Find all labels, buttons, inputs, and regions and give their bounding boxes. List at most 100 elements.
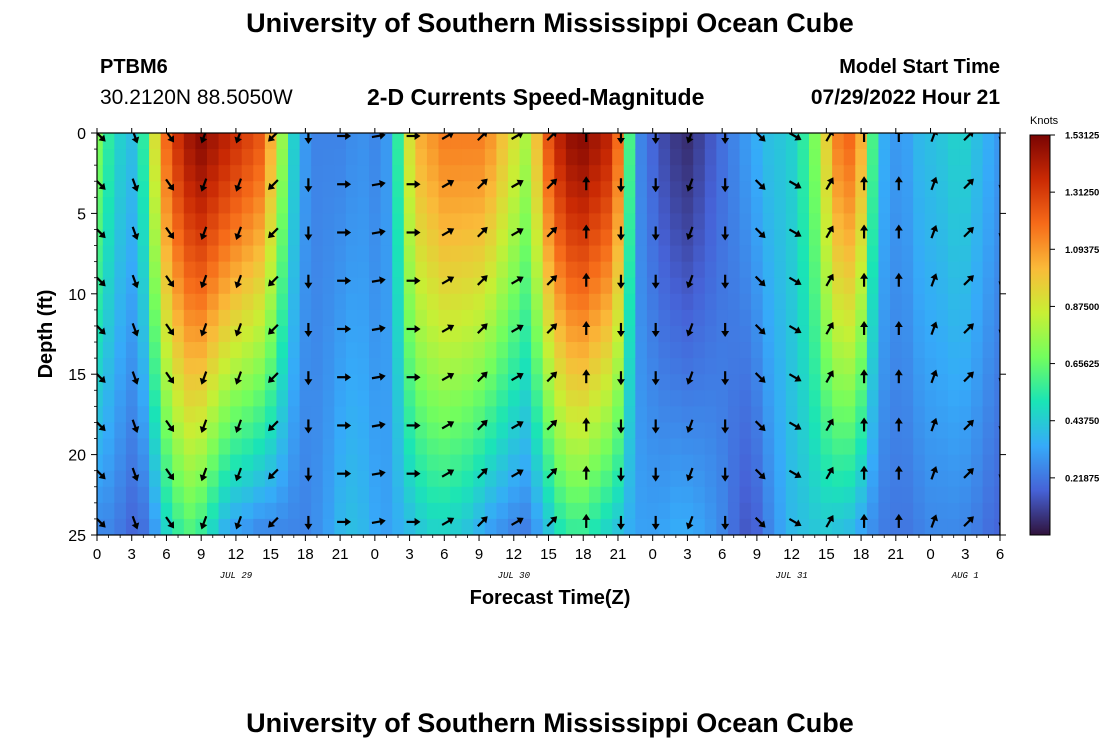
heatmap-cell	[565, 518, 579, 535]
heatmap-cell	[913, 277, 926, 295]
heatmap-cell	[600, 213, 613, 231]
heatmap-cell	[658, 197, 671, 214]
heatmap-cell	[276, 133, 289, 150]
heatmap-cell	[311, 406, 324, 424]
heatmap-cell	[114, 197, 127, 214]
heatmap-cell	[901, 277, 914, 295]
x-tick-label: 3	[128, 546, 136, 563]
heatmap-cell	[820, 293, 833, 311]
heatmap-cell	[693, 229, 706, 247]
heatmap-cell	[357, 518, 370, 535]
heatmap-cell	[97, 374, 104, 391]
heatmap-cell	[426, 374, 440, 391]
heatmap-cell	[241, 486, 254, 504]
heatmap-cell	[114, 149, 127, 166]
heatmap-cell	[890, 277, 903, 295]
heatmap-cell	[924, 406, 937, 424]
heatmap-cell	[936, 358, 949, 375]
heatmap-cell	[114, 438, 127, 456]
heatmap-cell	[913, 149, 926, 166]
heatmap-cell	[542, 390, 555, 407]
heatmap-cell	[994, 325, 1000, 343]
heatmap-cell	[623, 229, 636, 247]
heatmap-cell	[843, 165, 856, 182]
heatmap-cell	[299, 358, 312, 375]
heatmap-cell	[195, 165, 208, 182]
heatmap-cell	[901, 261, 914, 279]
heatmap-cell	[994, 277, 1000, 295]
heatmap-cell	[392, 325, 405, 343]
current-arrow	[406, 324, 421, 333]
heatmap-cell	[357, 277, 370, 295]
heatmap-cell	[542, 149, 555, 166]
heatmap-cell	[635, 486, 648, 504]
heatmap-cell	[994, 261, 1000, 279]
heatmap-cell	[288, 486, 301, 504]
heatmap-cell	[751, 309, 764, 327]
heatmap-cell	[519, 293, 532, 311]
heatmap-cell	[959, 165, 972, 182]
current-arrow	[546, 226, 558, 238]
heatmap-cell	[311, 277, 324, 295]
heatmap-cell	[195, 358, 208, 375]
heatmap-cell	[936, 149, 949, 166]
heatmap-cell	[878, 213, 891, 231]
current-arrow	[616, 274, 625, 289]
heatmap-cell	[276, 229, 289, 247]
heatmap-cell	[658, 342, 671, 359]
heatmap-cell	[623, 486, 636, 504]
heatmap-cell	[531, 438, 544, 456]
heatmap-cell	[102, 261, 115, 279]
heatmap-cell	[125, 390, 139, 407]
heatmap-cell	[554, 406, 567, 424]
heatmap-cell	[415, 454, 428, 472]
heatmap-cell	[832, 422, 845, 440]
heatmap-cell	[97, 245, 104, 263]
heatmap-cell	[843, 229, 856, 247]
heatmap-cell	[484, 309, 498, 327]
x-tick-label: 21	[332, 546, 349, 563]
heatmap-cell	[670, 438, 683, 456]
heatmap-cell	[913, 502, 926, 520]
heatmap-cell	[334, 358, 347, 375]
heatmap-cell	[519, 518, 532, 535]
heatmap-cell	[299, 197, 312, 214]
heatmap-cell	[206, 486, 220, 504]
heatmap-cell	[635, 342, 648, 359]
heatmap-cell	[554, 422, 567, 440]
heatmap-cell	[438, 390, 451, 407]
current-arrow	[97, 227, 106, 239]
heatmap-cell	[843, 502, 856, 520]
heatmap-cell	[507, 454, 521, 472]
heatmap-cell	[311, 454, 324, 472]
heatmap-cell	[751, 470, 764, 488]
heatmap-cell	[670, 213, 683, 231]
heatmap-cell	[623, 342, 636, 359]
heatmap-cell	[345, 197, 359, 214]
model-start-value: 07/29/2022 Hour 21	[810, 86, 1000, 109]
heatmap-cell	[496, 277, 509, 295]
heatmap-cell	[322, 229, 335, 247]
current-arrow	[441, 517, 455, 526]
heatmap-cell	[230, 261, 243, 279]
heatmap-cell	[496, 358, 509, 375]
heatmap-cell	[820, 406, 833, 424]
heatmap-cell	[264, 390, 278, 407]
heatmap-cell	[890, 438, 903, 456]
heatmap-cell	[762, 293, 775, 311]
heatmap-cell	[345, 486, 359, 504]
heatmap-cell	[438, 422, 451, 440]
heatmap-cell	[994, 502, 1000, 520]
heatmap-cell	[519, 358, 532, 375]
heatmap-cell	[345, 213, 359, 231]
heatmap-cell	[415, 309, 428, 327]
heatmap-cell	[855, 181, 868, 198]
heatmap-cell	[878, 181, 891, 198]
heatmap-cell	[218, 358, 231, 375]
current-arrow	[651, 133, 660, 144]
heatmap-cell	[183, 133, 197, 150]
heatmap-cell	[623, 422, 636, 440]
heatmap-cell	[612, 486, 625, 504]
heatmap-cell	[832, 149, 845, 166]
heatmap-cell	[403, 502, 416, 520]
